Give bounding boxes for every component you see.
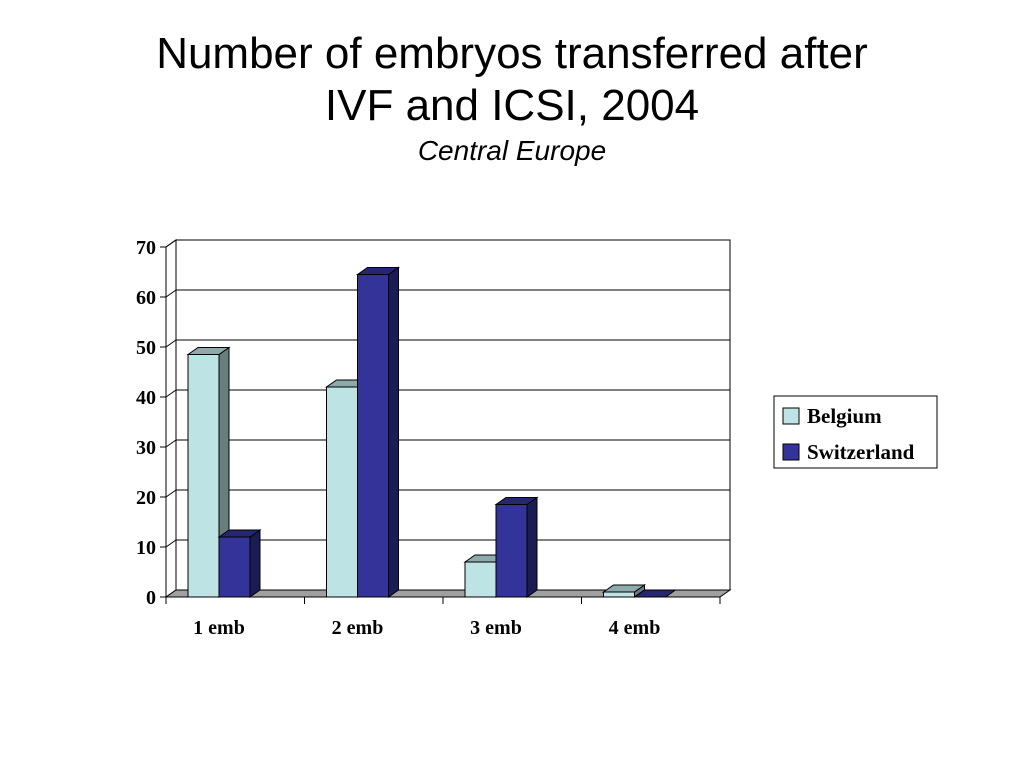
bar: [601, 584, 647, 598]
bar-side: [249, 529, 261, 598]
bar: [494, 496, 539, 598]
chart-title-line-2: IVF and ICSI, 2004: [324, 81, 700, 130]
chart-axes: [160, 246, 721, 604]
x-tick-label: 3 emb: [470, 617, 522, 639]
bar-top: [494, 497, 539, 505]
bar-front: [357, 274, 389, 598]
gridline-side: [165, 289, 177, 298]
gridline-side: [165, 439, 177, 448]
gridline-side: [165, 389, 177, 398]
back-wall: [175, 239, 731, 591]
legend-label: Switzerland: [807, 440, 915, 464]
chart-bars: [186, 266, 678, 598]
gridline-side: [165, 239, 177, 248]
bar-front: [603, 591, 635, 598]
y-tick-label: 70: [136, 237, 156, 259]
legend-box: [773, 395, 938, 469]
gridline-side: [165, 539, 177, 548]
bar: [355, 266, 401, 598]
y-tick-labels: 0 10 20 30 40 50 60 70: [136, 237, 156, 609]
y-tick-label: 0: [146, 587, 156, 609]
chart-title-line-1: Number of embryos transferred after: [156, 29, 868, 78]
bar-front: [326, 386, 358, 598]
legend-swatch: [782, 443, 800, 461]
y-tick-label: 20: [136, 487, 156, 509]
y-tick-label: 10: [136, 537, 156, 559]
gridline-side: [165, 339, 177, 348]
bar-side: [526, 496, 538, 598]
bar: [186, 346, 231, 598]
bar-top: [186, 347, 231, 355]
bar-top: [355, 267, 401, 275]
chart-walls: [165, 239, 731, 598]
bar-front: [218, 536, 251, 598]
bar-top: [601, 584, 647, 593]
bar-front: [187, 354, 220, 598]
bar-front: [464, 561, 497, 598]
bar-side: [388, 266, 399, 598]
y-tick-label: 60: [136, 287, 156, 309]
bar-front: [495, 504, 528, 598]
chart-gridlines: [165, 239, 730, 548]
chart-legend: Belgium Switzerland: [773, 395, 938, 469]
x-tick-labels: 1 emb 2 emb 3 emb 4 emb: [193, 617, 660, 639]
gridline-side: [165, 489, 177, 498]
x-tick-label: 1 emb: [193, 617, 245, 639]
title-block: Number of embryos transferred after IVF …: [0, 28, 1024, 168]
bar-top: [217, 529, 262, 538]
y-tick-label: 40: [136, 387, 156, 409]
y-tick-label: 50: [136, 337, 156, 359]
bar: [217, 529, 262, 598]
legend-swatch: [782, 407, 800, 425]
legend-label: Belgium: [807, 404, 882, 428]
y-tick-label: 30: [136, 437, 156, 459]
x-tick-label: 4 emb: [609, 617, 661, 639]
chart-subtitle: Central Europe: [417, 135, 607, 166]
x-tick-label: 2 emb: [332, 617, 384, 639]
